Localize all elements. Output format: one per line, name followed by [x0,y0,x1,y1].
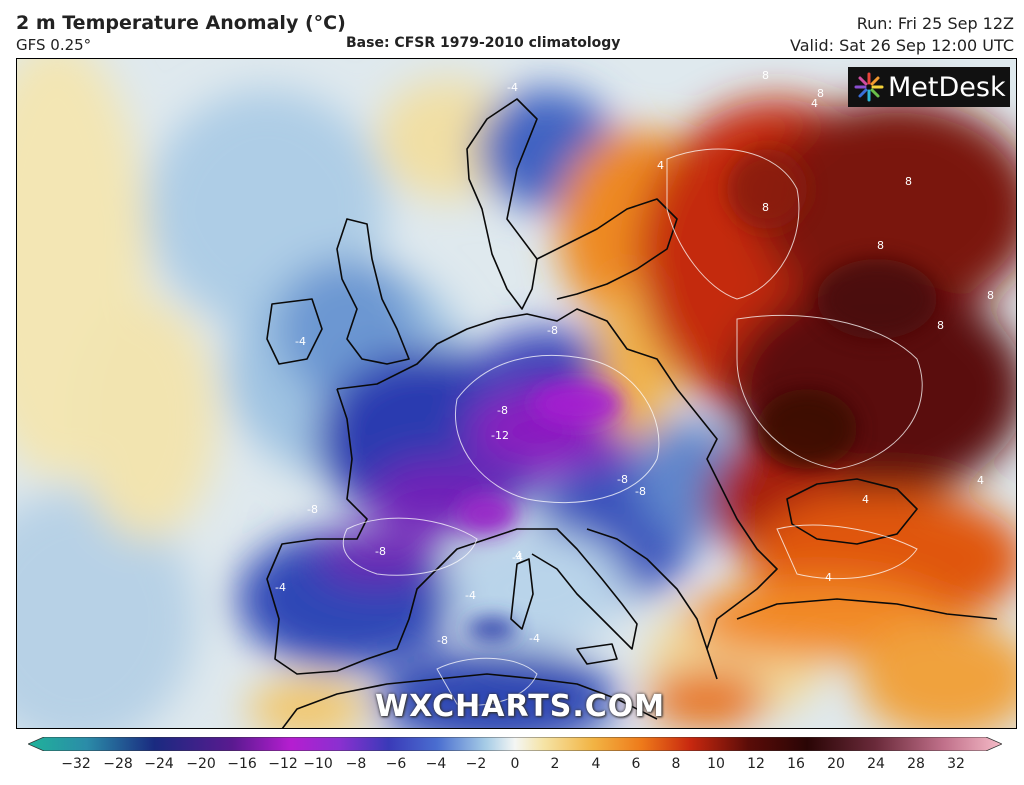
contour-label: -4 [465,589,476,602]
legend-tick: 20 [827,756,845,772]
legend-tick: 0 [510,756,520,772]
chart-header: 2 m Temperature Anomaly (°C) GFS 0.25° B… [0,0,1024,58]
legend-tick: −8 [345,756,367,772]
legend-tick: 4 [591,756,601,772]
contour-lines [342,148,923,706]
colorbar-bar [28,737,1002,751]
contour-label: 8 [877,239,884,252]
contour-label: -4 [507,81,518,94]
contour-labels: 8 8 4 8 8 8 8 8 4 -4 -4 -8 -8 -12 -8 -8 … [275,69,994,647]
legend-tick: 8 [671,756,681,772]
contour-label: -8 [635,485,646,498]
contour-label: 4 [657,159,664,172]
brand-name: MetDesk [888,71,1006,103]
metdesk-burst-icon [854,72,884,102]
anomaly-detail [457,149,937,641]
contour-label: 8 [905,175,912,188]
legend-tick: −20 [186,756,216,772]
contour-label: 4 [862,493,869,506]
valid-time-label: Valid: Sat 26 Sep 12:00 UTC [790,36,1014,55]
contour-label: 8 [762,201,769,214]
model-label: GFS 0.25° [16,36,92,54]
legend-tick: −6 [385,756,407,772]
legend-tick: −4 [425,756,447,772]
legend-tick: 2 [550,756,560,772]
contour-label: -8 [307,503,318,516]
anomaly-fill [17,59,1016,728]
legend-tick: −2 [465,756,487,772]
legend-tick: −32 [61,756,91,772]
contour-label: 4 [977,474,984,487]
legend-colorbar [28,737,1002,751]
legend-tick: 28 [907,756,925,772]
map-canvas: 8 8 4 8 8 8 8 8 4 -4 -4 -8 -8 -12 -8 -8 … [17,59,1016,728]
metdesk-logo: MetDesk [848,67,1010,107]
coastlines [266,98,998,728]
contour-label: -8 [437,634,448,647]
legend-ticks: −32 −28 −24 −20 −16 −12 −10 −8 −6 −4 −2 … [0,756,1024,776]
contour-label: -4 [529,632,540,645]
run-time-label: Run: Fri 25 Sep 12Z [856,14,1014,33]
legend-tick: −12 [268,756,298,772]
contour-label: -4 [512,551,523,564]
watermark: WXCHARTS.COM [375,689,666,724]
contour-label: -8 [617,473,628,486]
legend-tick: 32 [947,756,965,772]
contour-label: 4 [515,549,522,562]
contour-label: -4 [275,581,286,594]
contour-label: 8 [762,69,769,82]
legend-tick: 6 [631,756,641,772]
contour-label: 8 [937,319,944,332]
legend-tick: −24 [144,756,174,772]
contour-label: -8 [375,545,386,558]
legend-tick: 10 [707,756,725,772]
anomaly-map: 8 8 4 8 8 8 8 8 4 -4 -4 -8 -8 -12 -8 -8 … [16,58,1017,729]
contour-label: 8 [987,289,994,302]
base-climatology-label: Base: CFSR 1979-2010 climatology [346,35,621,51]
contour-label: -8 [497,404,508,417]
legend-tick: 12 [747,756,765,772]
contour-label: -4 [295,335,306,348]
contour-label: -12 [491,429,509,442]
legend-tick: −16 [227,756,257,772]
contour-label: -8 [547,324,558,337]
contour-label: 8 [817,87,824,100]
legend-tick: −10 [303,756,333,772]
legend-tick: 16 [787,756,805,772]
contour-label: 4 [825,571,832,584]
legend-tick: 24 [867,756,885,772]
chart-title: 2 m Temperature Anomaly (°C) [16,12,346,34]
legend-tick: −28 [103,756,133,772]
contour-label: 4 [811,97,818,110]
